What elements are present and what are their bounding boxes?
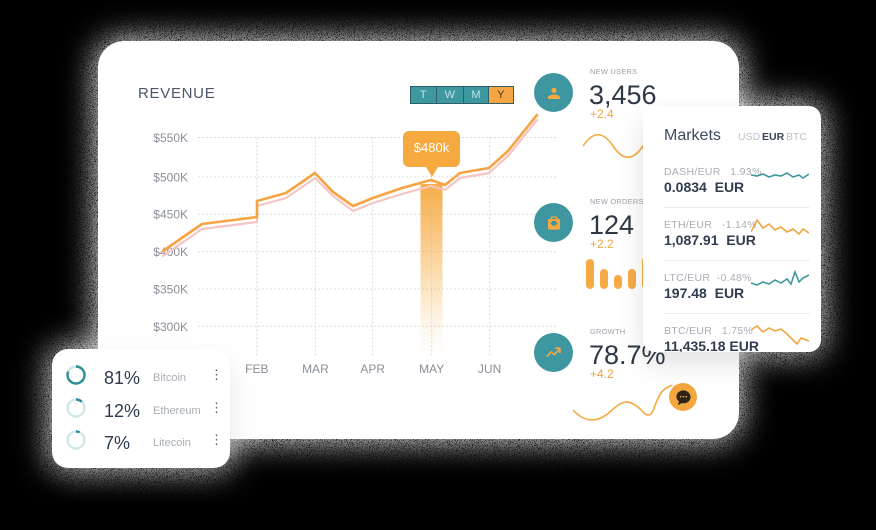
svg-text:$500K: $500K xyxy=(153,170,188,184)
svg-text:MAR: MAR xyxy=(302,362,329,376)
svg-text:JUN: JUN xyxy=(478,362,501,376)
svg-text:$550K: $550K xyxy=(153,131,188,145)
svg-text:$450K: $450K xyxy=(153,208,188,222)
svg-text:$350K: $350K xyxy=(153,283,188,297)
svg-text:APR: APR xyxy=(360,362,385,376)
svg-text:$300K: $300K xyxy=(153,320,188,334)
svg-text:MAY: MAY xyxy=(419,362,444,376)
svg-text:$480k: $480k xyxy=(414,140,450,155)
svg-text:FEB: FEB xyxy=(245,362,268,376)
